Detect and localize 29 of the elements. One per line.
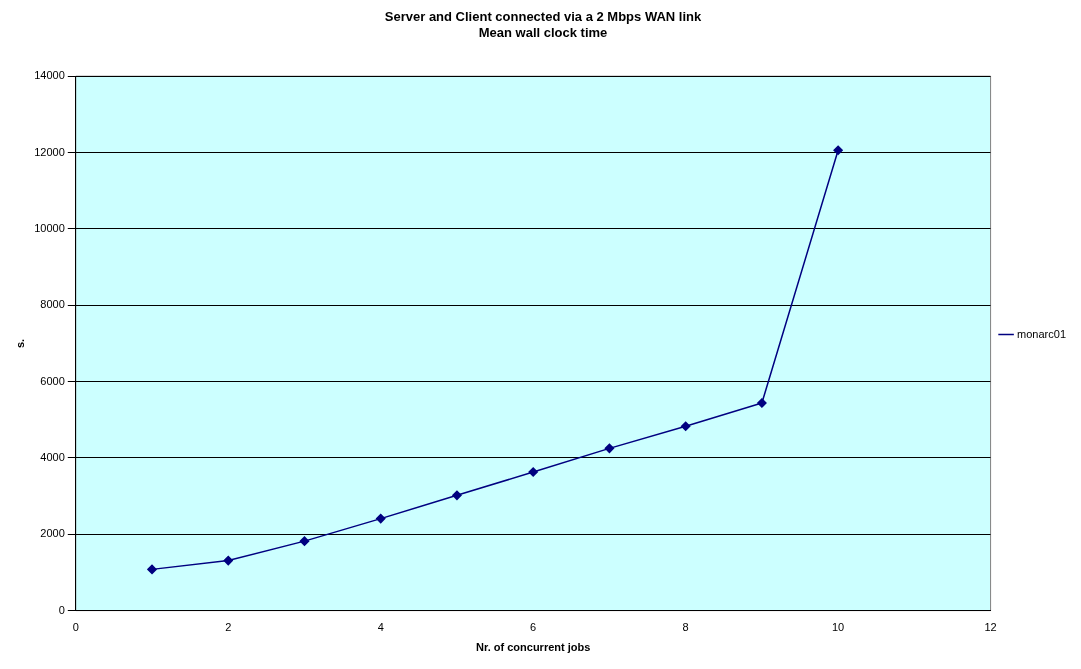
point	[299, 536, 310, 546]
point	[757, 398, 767, 408]
x-tick-label: 8	[682, 621, 689, 634]
point	[223, 555, 234, 566]
point	[604, 443, 615, 454]
x-tick-label: 10	[831, 621, 845, 634]
legend-label: monarc01	[1017, 327, 1067, 340]
x-tick-label: 12	[984, 621, 997, 634]
y-tick-label: 8000	[40, 298, 65, 311]
x-tick-label: 6	[530, 621, 537, 634]
y-tick-label: 6000	[40, 374, 65, 387]
x-tick-label: 0	[72, 621, 79, 634]
point	[147, 564, 157, 575]
point	[375, 513, 386, 524]
x-axis-title: Nr. of concurrent jobs	[476, 641, 591, 654]
y-tick-label: 14000	[34, 69, 65, 82]
chart-title: Server and Client connected via a 2 Mbps WAN link Mean wall clock time	[384, 9, 702, 40]
point	[833, 145, 843, 155]
x-tick-label: 2	[225, 621, 232, 634]
x-tick-label: 4	[377, 621, 384, 634]
y-tick-label: 0	[58, 603, 65, 616]
y-tick-label: 10000	[34, 221, 65, 234]
y-axis-title: s.	[13, 338, 26, 348]
y-tick-label: 2000	[40, 527, 65, 540]
point	[528, 467, 538, 477]
point	[452, 490, 462, 501]
y-tick-label: 4000	[40, 450, 65, 463]
y-tick-label: 12000	[34, 145, 65, 158]
point	[680, 421, 691, 431]
